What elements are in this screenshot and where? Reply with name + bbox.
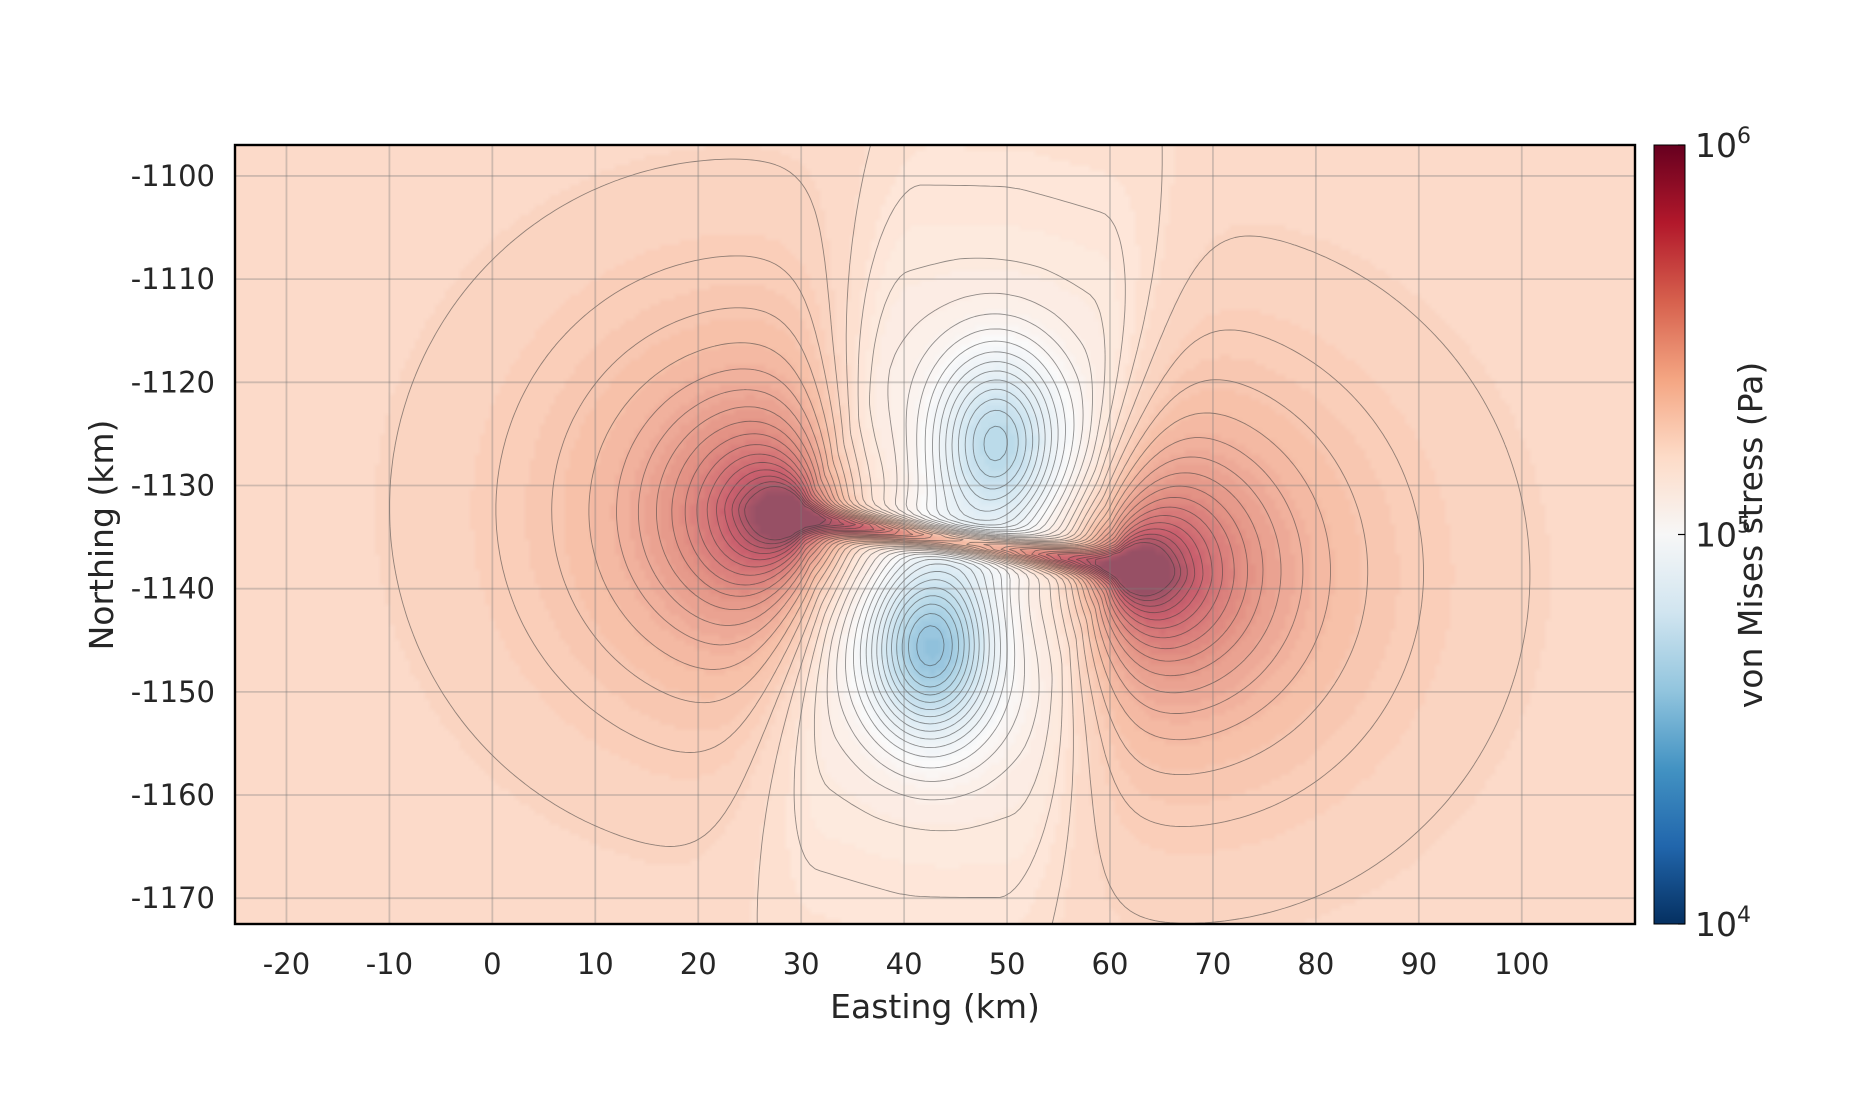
x-tick-label: 70 [1194, 947, 1231, 981]
y-axis-label: Northing (km) [82, 420, 121, 651]
plot-area [233, 143, 1637, 926]
x-tick-label: -20 [263, 947, 310, 981]
colorbar: 106 105 104 von Mises stress (Pa) [1653, 124, 1770, 944]
y-tick-label: -1100 [131, 159, 215, 193]
x-tick-label: 20 [680, 947, 717, 981]
contour-lines [389, 145, 1531, 924]
colorbar-tick-label: 106 [1695, 124, 1751, 165]
y-tick-label: -1140 [131, 572, 215, 606]
x-tick-label: 40 [886, 947, 923, 981]
x-tick-label: 100 [1494, 947, 1549, 981]
x-axis-ticks: -20 -10 0 10 20 30 40 50 60 70 80 90 100 [263, 947, 1550, 981]
x-tick-label: 60 [1092, 947, 1129, 981]
x-tick-label: 90 [1400, 947, 1437, 981]
colorbar-tick-label: 105 [1695, 514, 1751, 555]
colorbar-label: von Mises stress (Pa) [1731, 362, 1770, 708]
y-axis-ticks: -1100 -1110 -1120 -1130 -1140 -1150 -1160 -1170 [131, 159, 215, 915]
colorbar-tick-label: 104 [1695, 903, 1751, 944]
x-axis-label: Easting (km) [830, 987, 1040, 1026]
x-tick-label: 50 [989, 947, 1026, 981]
y-tick-label: -1160 [131, 778, 215, 812]
y-tick-label: -1130 [131, 468, 215, 502]
x-tick-label: 10 [577, 947, 614, 981]
x-tick-label: 0 [483, 947, 501, 981]
x-tick-label: 80 [1297, 947, 1334, 981]
y-tick-label: -1170 [131, 881, 215, 915]
stress-field-image [235, 145, 1635, 924]
y-tick-label: -1120 [131, 365, 215, 399]
y-tick-label: -1150 [131, 675, 215, 709]
x-tick-label: 30 [783, 947, 820, 981]
contour-path [389, 145, 1531, 924]
y-tick-label: -1110 [131, 262, 215, 296]
plot-frame [233, 143, 1637, 926]
x-tick-label: -10 [366, 947, 413, 981]
grid-lines [235, 145, 1635, 924]
colorbar-ticks: 106 105 104 [1678, 124, 1751, 944]
